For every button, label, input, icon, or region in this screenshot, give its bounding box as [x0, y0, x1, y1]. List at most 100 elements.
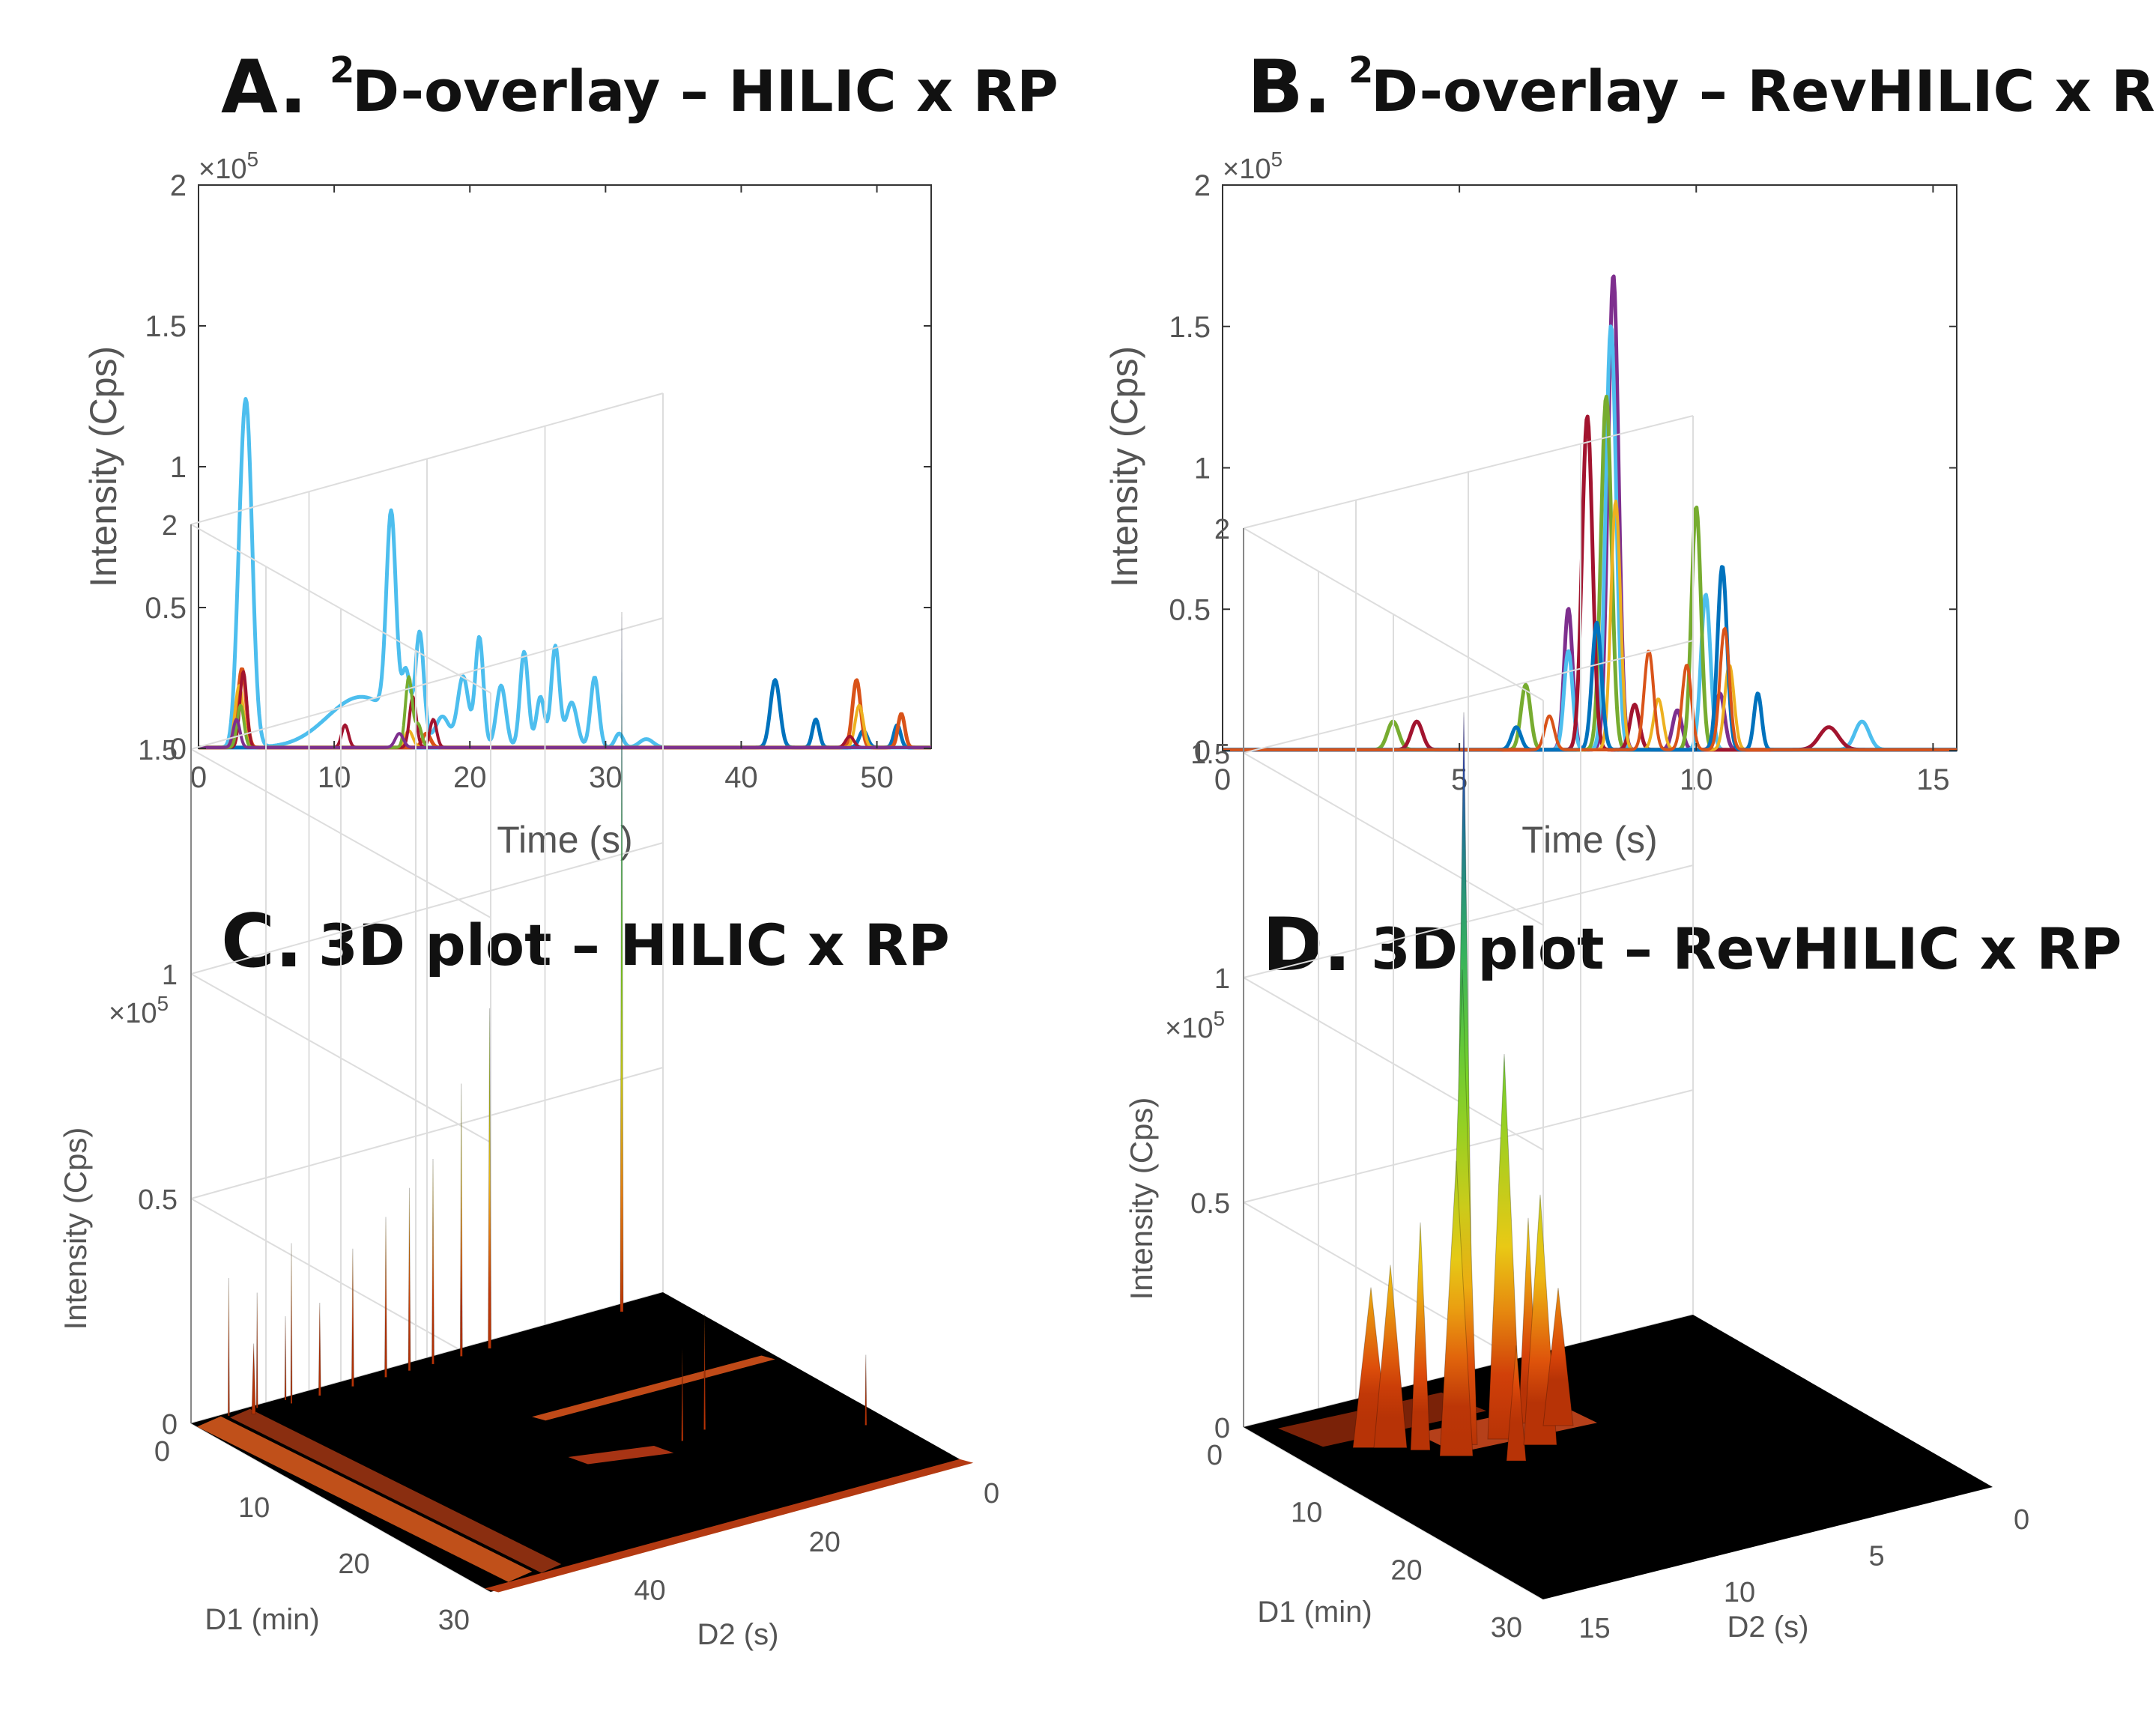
panel-a-title: D-overlay – HILIC x RP — [352, 58, 1059, 124]
panel-c-ztick-label: 2 — [162, 510, 178, 542]
panel-d-d1-tick-label: 30 — [1491, 1612, 1522, 1644]
panel-c-xlabel: D1 (min) — [205, 1603, 319, 1636]
panel-d-peak — [1542, 1287, 1574, 1426]
panel-d-floor — [1244, 1315, 1993, 1599]
panel-b-chart: 0 5 10 15 0 0.5 1 1.5 2 ×105 Time (s) Intensity … — [1103, 148, 1958, 861]
panel-d-peak — [1410, 1222, 1431, 1451]
panel-d-ylabel: D2 (s) — [1727, 1611, 1809, 1644]
panel-b-xtick-label: 15 — [1916, 763, 1950, 796]
panel-c-zlabel: Intensity (Cps) — [58, 1127, 93, 1330]
panel-d-ztick-label: 1.5 — [1190, 739, 1230, 770]
panel-b-traces — [1221, 274, 1958, 752]
panel-a-exponent-power: 5 — [246, 148, 258, 171]
panel-c-ylabel: D2 (s) — [697, 1618, 779, 1651]
panel-c-peak — [284, 1315, 287, 1401]
panel-a-ticks: 0 10 20 30 40 50 0 0.5 1 1.5 2 — [145, 169, 931, 794]
panel-b-exponent-base: ×10 — [1223, 154, 1271, 185]
panel-a-ylabel: Intensity (Cps) — [82, 346, 124, 587]
panel-d-d2-tick-label: 10 — [1724, 1577, 1755, 1608]
panel-c-d1-tick-label: 20 — [338, 1548, 369, 1580]
panel-c-ztick-label: 1 — [162, 960, 178, 991]
panel-c-d1-tick-label: 30 — [438, 1605, 470, 1636]
panel-c-ridge — [230, 1408, 562, 1573]
panel-a-xtick-label: 0 — [190, 761, 207, 794]
panel-c-title: 3D plot – HILIC x RP — [318, 912, 950, 978]
panel-c-peak — [681, 1348, 684, 1441]
panel-c-surface — [191, 611, 974, 1593]
panel-a-title-superscript: 2 — [330, 49, 354, 91]
panel-d-exponent: ×105 — [1165, 1007, 1225, 1044]
panel-a-ytick-label: 2 — [170, 169, 187, 202]
panel-c-peak — [620, 611, 624, 1312]
panel-c-peak — [251, 1343, 256, 1414]
panel-a-ytick-label: 1.5 — [145, 310, 187, 343]
panel-b-ylabel: Intensity (Cps) — [1103, 346, 1145, 587]
panel-c-d2-tick-label: 40 — [634, 1575, 665, 1607]
panel-b-letter: B. — [1247, 45, 1331, 130]
panel-a-xtick-label: 20 — [453, 761, 487, 794]
panel-d-zlabel: Intensity (Cps) — [1124, 1097, 1159, 1300]
panel-d-title: 3D plot – RevHILIC x RP — [1371, 915, 2122, 982]
panel-c-letter: C. — [221, 899, 303, 984]
panel-c-peak — [408, 1187, 411, 1372]
panel-b-exponent-power: 5 — [1271, 148, 1283, 171]
panel-c-peak — [459, 1083, 463, 1357]
panel-c-peak — [255, 1292, 258, 1408]
panel-d-letter: D. — [1262, 903, 1351, 988]
panel-d-ztick-label: 0 — [1214, 1413, 1230, 1444]
panel-a-chart: 0 10 20 30 40 50 0 0.5 1 1.5 2 ×105 Time (s) Inten… — [82, 148, 933, 861]
panel-d-d2-tick-label: 5 — [1868, 1540, 1884, 1572]
panel-d-surface — [1244, 712, 1993, 1599]
panel-c-ztick-label: 0 — [162, 1409, 178, 1441]
panel-a-letter: A. — [221, 45, 307, 130]
panel-c-peak — [318, 1302, 321, 1396]
panel-b-ytick-label: 2 — [1194, 169, 1211, 202]
panel-c-peak — [703, 1314, 706, 1430]
panel-c-ridge — [568, 1446, 674, 1465]
panel-c-ridge — [485, 1459, 974, 1593]
panel-c-exponent: ×105 — [109, 992, 169, 1029]
panel-a-ytick-label: 1 — [170, 451, 187, 484]
panel-a-axes-box — [198, 184, 932, 749]
panel-a-traces — [197, 397, 933, 750]
panel-c-peak — [488, 1008, 492, 1349]
panel-c-peak — [351, 1248, 354, 1387]
panel-c-d1-tick-label: 10 — [238, 1492, 270, 1524]
panel-d-d2-tick-label: 15 — [1578, 1613, 1610, 1644]
panel-b-title-superscript: 2 — [1348, 49, 1373, 91]
panel-c-d1-tick-label: 0 — [154, 1436, 170, 1468]
panel-d-peak — [1373, 1265, 1408, 1449]
panel-b-xtick-label: 10 — [1680, 763, 1713, 796]
panel-b-ytick-label: 0.5 — [1169, 593, 1211, 626]
panel-d-d1-tick-label: 10 — [1291, 1498, 1322, 1529]
panel-b-title: D-overlay – RevHILIC x RP — [1371, 58, 2156, 124]
panel-c-ztick-label: 1.5 — [138, 735, 178, 766]
panel-d-exponent-base: ×10 — [1165, 1013, 1213, 1044]
panel-c-peak — [290, 1243, 293, 1404]
panel-b-ytick-label: 1.5 — [1169, 311, 1211, 344]
panel-a-xtick-label: 30 — [589, 761, 623, 794]
panel-b-exponent: ×105 — [1223, 148, 1283, 185]
panel-b-xlabel: Time (s) — [1521, 819, 1657, 861]
panel-a-xtick-label: 10 — [318, 761, 351, 794]
panel-c-peak — [227, 1277, 230, 1417]
panel-a-series-7 — [198, 718, 932, 749]
panel-b-ytick-label: 1 — [1194, 452, 1211, 485]
panel-c-exponent-power: 5 — [157, 992, 169, 1015]
panel-d-d1-tick-label: 20 — [1390, 1554, 1422, 1586]
panel-d-ztick-label: 1 — [1214, 963, 1230, 995]
panel-c-ztick-label: 0.5 — [138, 1184, 178, 1216]
panel-c-exponent-base: ×10 — [109, 998, 157, 1029]
panel-c-peak — [864, 1354, 867, 1426]
panel-c-d2-tick-label: 0 — [984, 1478, 999, 1509]
panel-d-d2-tick-label: 0 — [2014, 1504, 2029, 1536]
panel-a-ytick-label: 0 — [170, 733, 187, 766]
panel-a-exponent-base: ×10 — [199, 154, 246, 185]
panel-d-d1-tick-label: 0 — [1207, 1440, 1223, 1471]
panel-d-ztick-label: 2 — [1214, 514, 1230, 545]
